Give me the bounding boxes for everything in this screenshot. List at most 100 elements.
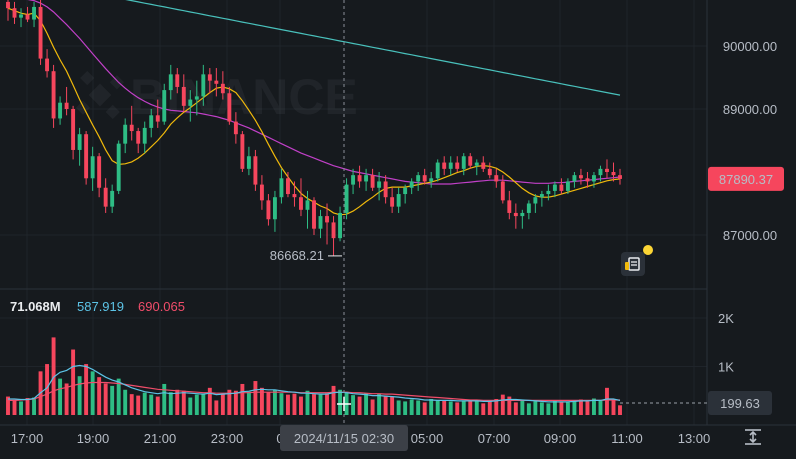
candle[interactable]: [19, 8, 23, 28]
candle[interactable]: [435, 159, 440, 182]
volume-bar[interactable]: [19, 401, 23, 415]
volume-bar[interactable]: [396, 400, 401, 415]
candle[interactable]: [357, 165, 362, 188]
candle[interactable]: [272, 190, 277, 232]
volume-bar[interactable]: [305, 390, 310, 415]
volume-bar[interactable]: [442, 400, 447, 415]
volume-bar[interactable]: [468, 399, 473, 415]
volume-bar[interactable]: [331, 385, 336, 415]
candle[interactable]: [377, 172, 382, 201]
candle[interactable]: [51, 64, 56, 128]
volume-bar[interactable]: [618, 405, 622, 415]
candle[interactable]: [227, 86, 232, 125]
volume-bar[interactable]: [259, 387, 264, 415]
candle[interactable]: [162, 83, 167, 125]
volume-bar[interactable]: [110, 385, 115, 415]
volume-bar[interactable]: [559, 401, 564, 415]
candle[interactable]: [259, 175, 264, 210]
volume-bar[interactable]: [325, 393, 329, 415]
volume-bar[interactable]: [25, 398, 30, 415]
volume-bar[interactable]: [227, 389, 232, 415]
candle[interactable]: [194, 80, 199, 116]
volume-bar[interactable]: [409, 399, 414, 415]
volume-bar[interactable]: [32, 397, 36, 415]
candle[interactable]: [461, 153, 466, 176]
candle[interactable]: [38, 0, 43, 65]
candle[interactable]: [12, 1, 17, 24]
volume-bar[interactable]: [45, 364, 50, 415]
volume-bar[interactable]: [162, 383, 167, 415]
candle[interactable]: [572, 172, 577, 188]
candle[interactable]: [201, 64, 206, 106]
volume-bar[interactable]: [507, 396, 512, 415]
volume-bar[interactable]: [286, 394, 290, 415]
candle[interactable]: [396, 187, 401, 213]
candle[interactable]: [546, 184, 551, 201]
volume-bar[interactable]: [592, 398, 596, 415]
volume-bar[interactable]: [416, 400, 421, 415]
candle[interactable]: [266, 194, 271, 226]
candle[interactable]: [611, 162, 616, 182]
candle[interactable]: [390, 187, 395, 213]
candle[interactable]: [136, 127, 141, 154]
news-event-icon[interactable]: [621, 245, 653, 276]
candle[interactable]: [605, 159, 609, 179]
volume-bar[interactable]: [494, 398, 499, 415]
candles-layer[interactable]: [6, 0, 622, 256]
candle[interactable]: [442, 156, 447, 176]
volume-bar[interactable]: [318, 394, 323, 415]
candle[interactable]: [181, 74, 186, 113]
candle[interactable]: [409, 178, 414, 195]
candle[interactable]: [77, 127, 82, 166]
volume-bar[interactable]: [214, 400, 219, 415]
volume-bar[interactable]: [474, 401, 479, 415]
candle[interactable]: [383, 175, 388, 204]
candle[interactable]: [312, 197, 316, 235]
candle[interactable]: [129, 105, 134, 141]
volume-bar[interactable]: [481, 403, 486, 415]
candle[interactable]: [155, 99, 160, 128]
volume-bar[interactable]: [58, 378, 63, 415]
volume-bar[interactable]: [188, 397, 193, 415]
candle[interactable]: [338, 206, 342, 242]
candle[interactable]: [429, 172, 434, 188]
candle[interactable]: [90, 146, 95, 191]
candle[interactable]: [103, 178, 108, 213]
candle[interactable]: [71, 105, 76, 160]
volume-bar[interactable]: [377, 393, 382, 415]
volume-bar[interactable]: [364, 393, 369, 415]
candle[interactable]: [175, 68, 180, 94]
volume-bar[interactable]: [422, 402, 427, 415]
candle[interactable]: [64, 86, 69, 116]
candle[interactable]: [220, 71, 225, 100]
volume-bar[interactable]: [565, 402, 570, 415]
candle[interactable]: [578, 168, 583, 185]
volume-bar[interactable]: [611, 400, 616, 415]
candle[interactable]: [474, 159, 479, 176]
volume-bar[interactable]: [357, 396, 362, 415]
volume-bar[interactable]: [487, 400, 492, 415]
candle[interactable]: [32, 1, 36, 28]
candle[interactable]: [253, 149, 258, 191]
volume-bar[interactable]: [455, 402, 460, 415]
candle[interactable]: [403, 184, 408, 204]
volume-bar[interactable]: [181, 390, 186, 415]
volume-bar[interactable]: [448, 401, 453, 415]
volume-bar[interactable]: [598, 399, 603, 415]
volume-bar[interactable]: [585, 401, 590, 415]
candle[interactable]: [565, 178, 570, 195]
volume-bar[interactable]: [253, 381, 258, 415]
volume-bar[interactable]: [220, 394, 225, 415]
candle[interactable]: [592, 172, 596, 188]
candle[interactable]: [97, 153, 102, 198]
candle[interactable]: [168, 64, 173, 100]
volume-bar[interactable]: [312, 394, 316, 415]
candle[interactable]: [513, 203, 518, 229]
volume-bar[interactable]: [194, 394, 199, 415]
candle[interactable]: [25, 6, 30, 23]
candle[interactable]: [598, 165, 603, 182]
candle[interactable]: [149, 109, 154, 138]
volume-bar[interactable]: [299, 396, 303, 415]
candle[interactable]: [500, 175, 505, 204]
volume-bar[interactable]: [403, 401, 408, 415]
